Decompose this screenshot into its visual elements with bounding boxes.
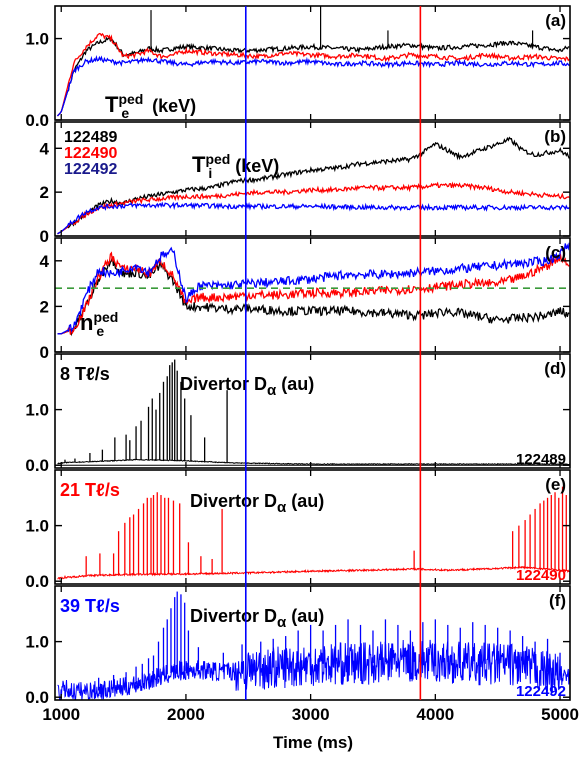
panel-frame: [54, 5, 571, 121]
plot-area: [55, 359, 570, 466]
series-line: [57, 181, 570, 235]
panel-frame: [54, 237, 571, 353]
y-tick-label: 0: [40, 343, 49, 362]
legend-entry: 122492: [64, 161, 117, 178]
panel-tag: (a): [545, 11, 566, 30]
series-line: [57, 256, 570, 337]
panel-d: 0.0 1.0 (d) 8 Tℓ/s Divertor Dα (au) 122489: [25, 353, 571, 475]
panel-c: 0 2 4 (c) nped e: [40, 237, 571, 362]
series-line: [57, 201, 570, 235]
y-tick-label: 0.0: [25, 456, 49, 475]
x-tick-label: 1000: [42, 705, 80, 724]
x-tick-label: 4000: [416, 705, 454, 724]
series-line: [57, 32, 570, 117]
y-tick-label: 0.0: [25, 111, 49, 130]
panel-tag: (b): [544, 127, 566, 146]
panel-title: Divertor Dα (au): [190, 606, 324, 631]
y-tick-label: 1.0: [25, 633, 49, 652]
shot-number-label: 122489: [516, 451, 566, 468]
y-tick-label: 4: [40, 252, 50, 271]
panel-frame: [54, 585, 571, 701]
overlay-layer: [244, 6, 422, 700]
panel-quantity-label: Tped i (keV): [192, 151, 279, 181]
series-line: [57, 458, 570, 466]
panel-a: 0.0 1.0 (a) Tped e (keV): [25, 5, 571, 130]
y-tick-label: 1.0: [25, 517, 49, 536]
y-tick-label: 2: [40, 297, 49, 316]
y-tick-label: 0.0: [25, 572, 49, 591]
flow-rate-label: 39 Tℓ/s: [60, 596, 120, 616]
x-axis-label: Time (ms): [273, 733, 353, 752]
x-tick-label: 3000: [292, 705, 330, 724]
series-line: [57, 36, 570, 117]
series-line: [57, 136, 570, 235]
shot-number-label: 122492: [516, 683, 566, 700]
legend-entry: 122489: [64, 129, 117, 146]
x-tick-label: 5000: [541, 705, 579, 724]
series-line: [57, 55, 570, 117]
panel-e: 0.0 1.0 (e) 21 Tℓ/s Divertor Dα (au) 122490: [25, 469, 571, 591]
plot-area: [57, 591, 570, 700]
y-tick-label: 1.0: [25, 401, 49, 420]
flow-rate-label: 21 Tℓ/s: [60, 480, 120, 500]
x-tick-label: 2000: [167, 705, 205, 724]
panels-layer: 0.0 1.0 (a) Tped e (keV) 0 2 4 (b) Tped i (keV) 122…: [25, 5, 571, 707]
series-line: [57, 242, 570, 335]
series-line: [57, 565, 570, 581]
y-tick-label: 2: [40, 183, 49, 202]
panel-frame: [54, 469, 571, 585]
y-tick-label: 0: [40, 227, 49, 246]
panel-frame: [54, 121, 571, 237]
panel-tag: (d): [544, 359, 566, 378]
y-tick-label: 0.0: [25, 688, 49, 707]
flow-rate-label: 8 Tℓ/s: [60, 364, 110, 384]
y-tick-label: 1.0: [25, 30, 49, 49]
panel-tag: (c): [545, 243, 566, 262]
panel-tag: (f): [549, 591, 566, 610]
panel-quantity-label: nped e: [80, 309, 118, 339]
legend-entry: 122490: [64, 145, 117, 162]
plot-area: [55, 242, 570, 337]
series-line: [57, 251, 570, 335]
plot-area: [57, 486, 570, 581]
series-line: [57, 639, 570, 700]
panel-title: Divertor Dα (au): [190, 491, 324, 516]
x-axis: Time (ms) 1000 2000 3000 4000 5000: [42, 705, 579, 752]
panel-f: 0.0 1.0 (f) 39 Tℓ/s Divertor Dα (au) 122492: [25, 585, 571, 707]
plot-area: [57, 136, 570, 235]
y-tick-label: 4: [40, 139, 50, 158]
panel-title: Divertor Dα (au): [180, 374, 314, 399]
panel-frame: [54, 353, 571, 469]
panel-tag: (e): [545, 475, 566, 494]
plot-area: [57, 6, 570, 117]
shot-number-label: 122490: [516, 567, 566, 584]
panel-quantity-label: Tped e (keV): [105, 91, 196, 121]
